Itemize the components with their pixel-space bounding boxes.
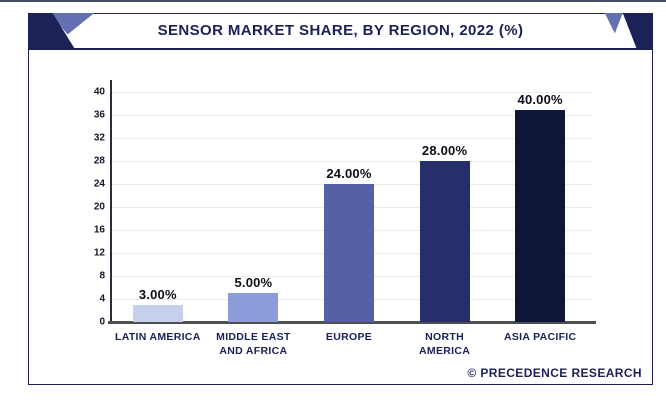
- bar: [323, 184, 374, 322]
- bar: [419, 161, 470, 322]
- y-tick-label: 20: [93, 201, 105, 213]
- bar: [132, 304, 183, 322]
- bar-slot: 5.00%: [206, 92, 302, 322]
- bar-slot: 28.00%: [397, 92, 493, 322]
- category-label: EUROPE: [301, 330, 397, 358]
- y-tick-label: 4: [99, 293, 105, 305]
- y-tick-label: 0: [99, 316, 105, 328]
- gridline: [110, 161, 592, 162]
- category-label: ASIA PACIFIC: [492, 330, 588, 358]
- category-label-text: LATIN AMERICA: [115, 331, 201, 343]
- bar: [515, 110, 566, 322]
- bar-series: 3.00% 5.00% 24.00% 28.00% 40.00%: [110, 92, 588, 322]
- y-tick-label: 12: [93, 247, 105, 259]
- bar-value-label: 40.00%: [517, 92, 563, 107]
- y-tick-label: 28: [93, 155, 105, 167]
- category-label: NORTH AMERICA: [397, 330, 493, 358]
- category-label: MIDDLE EAST AND AFRICA: [206, 330, 302, 358]
- y-tick-label: 32: [93, 132, 105, 144]
- category-label-text: ASIA PACIFIC: [503, 331, 577, 343]
- chart-title: SENSOR MARKET SHARE, BY REGION, 2022 (%): [157, 22, 524, 39]
- gridline: [110, 115, 592, 116]
- source-attribution: © PRECEDENCE RESEARCH: [467, 366, 642, 380]
- header-banner: SENSOR MARKET SHARE, BY REGION, 2022 (%): [28, 13, 653, 50]
- y-tick-label: 24: [93, 178, 105, 190]
- y-tick-label: 16: [93, 224, 105, 236]
- bar-value-label: 5.00%: [234, 275, 273, 291]
- gridline: [110, 138, 592, 139]
- chart-area: 0 4 8 12 16 20 24 28 32 36 40 3.00% 5.00% 24.00% 28.0…: [28, 50, 653, 385]
- bar: [228, 293, 279, 322]
- category-label-text: NORTH AMERICA: [419, 331, 471, 358]
- gridline: [110, 92, 592, 93]
- bar-value-label: 3.00%: [138, 286, 177, 302]
- bar-slot: 3.00%: [110, 92, 206, 322]
- category-label-text: MIDDLE EAST AND AFRICA: [216, 331, 291, 358]
- bar-value-label: 24.00%: [326, 166, 372, 181]
- banner-corner-right: [581, 13, 653, 50]
- y-tick-label: 8: [99, 270, 105, 282]
- x-axis-line: [108, 321, 596, 324]
- bar-slot: 40.00%: [492, 92, 588, 322]
- bar-slot: 24.00%: [301, 92, 397, 322]
- y-tick-label: 36: [93, 109, 105, 121]
- y-axis-line: [110, 80, 112, 322]
- category-label: LATIN AMERICA: [110, 330, 206, 358]
- top-divider: [0, 0, 666, 2]
- banner-corner-left: [28, 13, 100, 50]
- category-label-text: EUROPE: [325, 331, 373, 343]
- bar-value-label: 28.00%: [421, 143, 468, 158]
- x-axis-category-labels: LATIN AMERICA MIDDLE EAST AND AFRICA EUROP…: [110, 330, 588, 358]
- y-tick-label: 40: [93, 86, 105, 98]
